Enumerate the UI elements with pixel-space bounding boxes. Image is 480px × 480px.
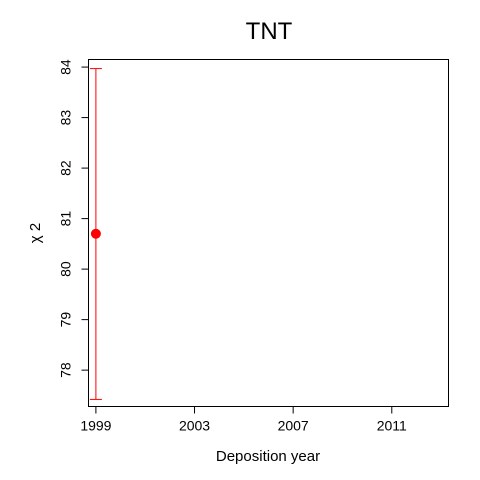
y-tick-label: 82	[58, 160, 74, 176]
y-tick-label: 81	[58, 211, 74, 227]
y-tick-label: 84	[58, 59, 74, 75]
x-axis-label: Deposition year	[216, 448, 320, 465]
data-point	[90, 228, 101, 239]
y-tick-label: 79	[58, 312, 74, 328]
y-axis-label: χ 2	[27, 223, 44, 243]
y-tick-label: 78	[58, 362, 74, 378]
x-axis: 1999 2003 2007 2011	[80, 406, 407, 434]
chart-title: TNT	[246, 18, 293, 45]
x-tick-label: 2007	[278, 418, 309, 434]
x-tick-label: 2011	[377, 418, 407, 434]
plot-area	[88, 59, 449, 407]
y-tick-label: 80	[58, 261, 74, 277]
y-tick-label: 83	[58, 110, 74, 126]
y-axis: 78 79 80 81 82 83 84	[58, 59, 89, 378]
x-tick-label: 2003	[179, 418, 210, 434]
x-tick-label: 1999	[80, 418, 111, 434]
data-marks	[89, 68, 102, 400]
